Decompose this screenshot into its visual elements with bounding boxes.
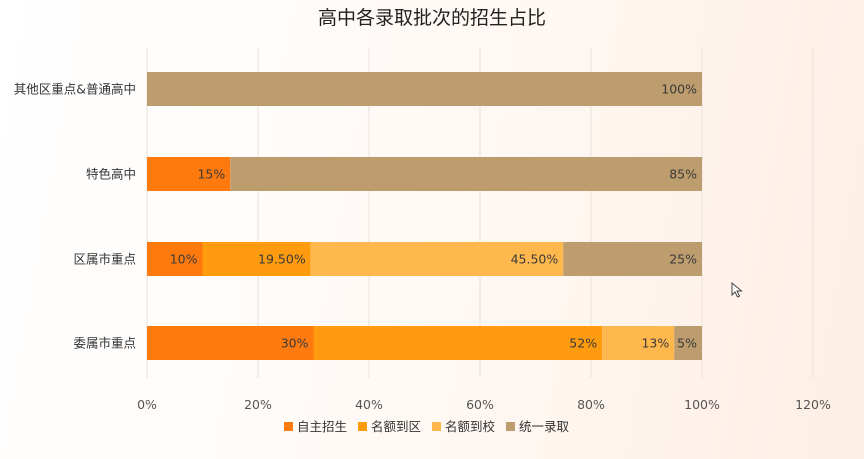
x-tick-label: 0% bbox=[137, 397, 157, 412]
legend-item: 名额到校 bbox=[432, 419, 496, 434]
x-tick-label: 20% bbox=[244, 397, 272, 412]
chart-x-axis: 0% 20% 40% 60% 80% 100% 120% bbox=[137, 397, 831, 412]
chart-bars: 100% 15% 85% 10% 19.50% 45.50% 25% 30% 52% 13% 5% bbox=[147, 72, 702, 360]
bar-segment bbox=[230, 157, 702, 191]
category-label: 区属市重点 bbox=[73, 252, 136, 267]
bar-row: 10% 19.50% 45.50% 25% bbox=[147, 242, 702, 276]
bar-segment bbox=[602, 326, 675, 360]
category-label: 特色高中 bbox=[86, 167, 136, 182]
bar-segment bbox=[674, 326, 702, 360]
bar-data-label: 19.50% bbox=[258, 252, 306, 267]
category-label: 委属市重点 bbox=[73, 336, 136, 351]
legend-label: 统一录取 bbox=[519, 419, 570, 434]
bar-data-label: 15% bbox=[197, 167, 225, 182]
x-tick-label: 60% bbox=[466, 397, 494, 412]
legend-swatch bbox=[358, 422, 367, 431]
x-tick-label: 120% bbox=[795, 397, 831, 412]
legend-swatch bbox=[432, 422, 441, 431]
bar-data-label: 85% bbox=[669, 167, 697, 182]
bar-segment bbox=[563, 242, 702, 276]
x-tick-label: 100% bbox=[684, 397, 720, 412]
x-tick-label: 80% bbox=[577, 397, 605, 412]
bar-row: 30% 52% 13% 5% bbox=[147, 326, 702, 360]
category-label: 其他区重点&普通高中 bbox=[14, 82, 136, 97]
legend-label: 名额到区 bbox=[371, 419, 421, 434]
legend-swatch bbox=[506, 422, 515, 431]
legend-swatch bbox=[284, 422, 293, 431]
legend-item: 自主招生 bbox=[284, 419, 347, 434]
bar-segment bbox=[313, 326, 603, 360]
bar-data-label: 5% bbox=[677, 336, 697, 351]
legend-label: 自主招生 bbox=[297, 419, 347, 434]
bar-row: 15% 85% bbox=[147, 157, 702, 191]
bar-data-label: 100% bbox=[661, 82, 697, 97]
bar-segment bbox=[310, 242, 564, 276]
bar-segment bbox=[147, 157, 231, 191]
chart-title: 高中各录取批次的招生占比 bbox=[318, 7, 546, 29]
bar-segment bbox=[147, 72, 702, 106]
bar-data-label: 52% bbox=[569, 336, 597, 351]
bar-row: 100% bbox=[147, 72, 702, 106]
legend-item: 名额到区 bbox=[358, 419, 421, 434]
chart-legend: 自主招生 名额到区 名额到校 统一录取 bbox=[284, 419, 570, 434]
bar-data-label: 10% bbox=[170, 252, 198, 267]
bar-data-label: 30% bbox=[281, 336, 309, 351]
bar-data-label: 13% bbox=[641, 336, 669, 351]
bar-segment bbox=[202, 242, 311, 276]
bar-data-label: 25% bbox=[669, 252, 697, 267]
x-tick-label: 40% bbox=[355, 397, 383, 412]
mouse-cursor-icon bbox=[731, 282, 743, 298]
bar-segment bbox=[147, 242, 203, 276]
bar-segment bbox=[147, 326, 314, 360]
legend-label: 名额到校 bbox=[445, 419, 496, 434]
bar-data-label: 45.50% bbox=[511, 252, 559, 267]
legend-item: 统一录取 bbox=[506, 419, 570, 434]
